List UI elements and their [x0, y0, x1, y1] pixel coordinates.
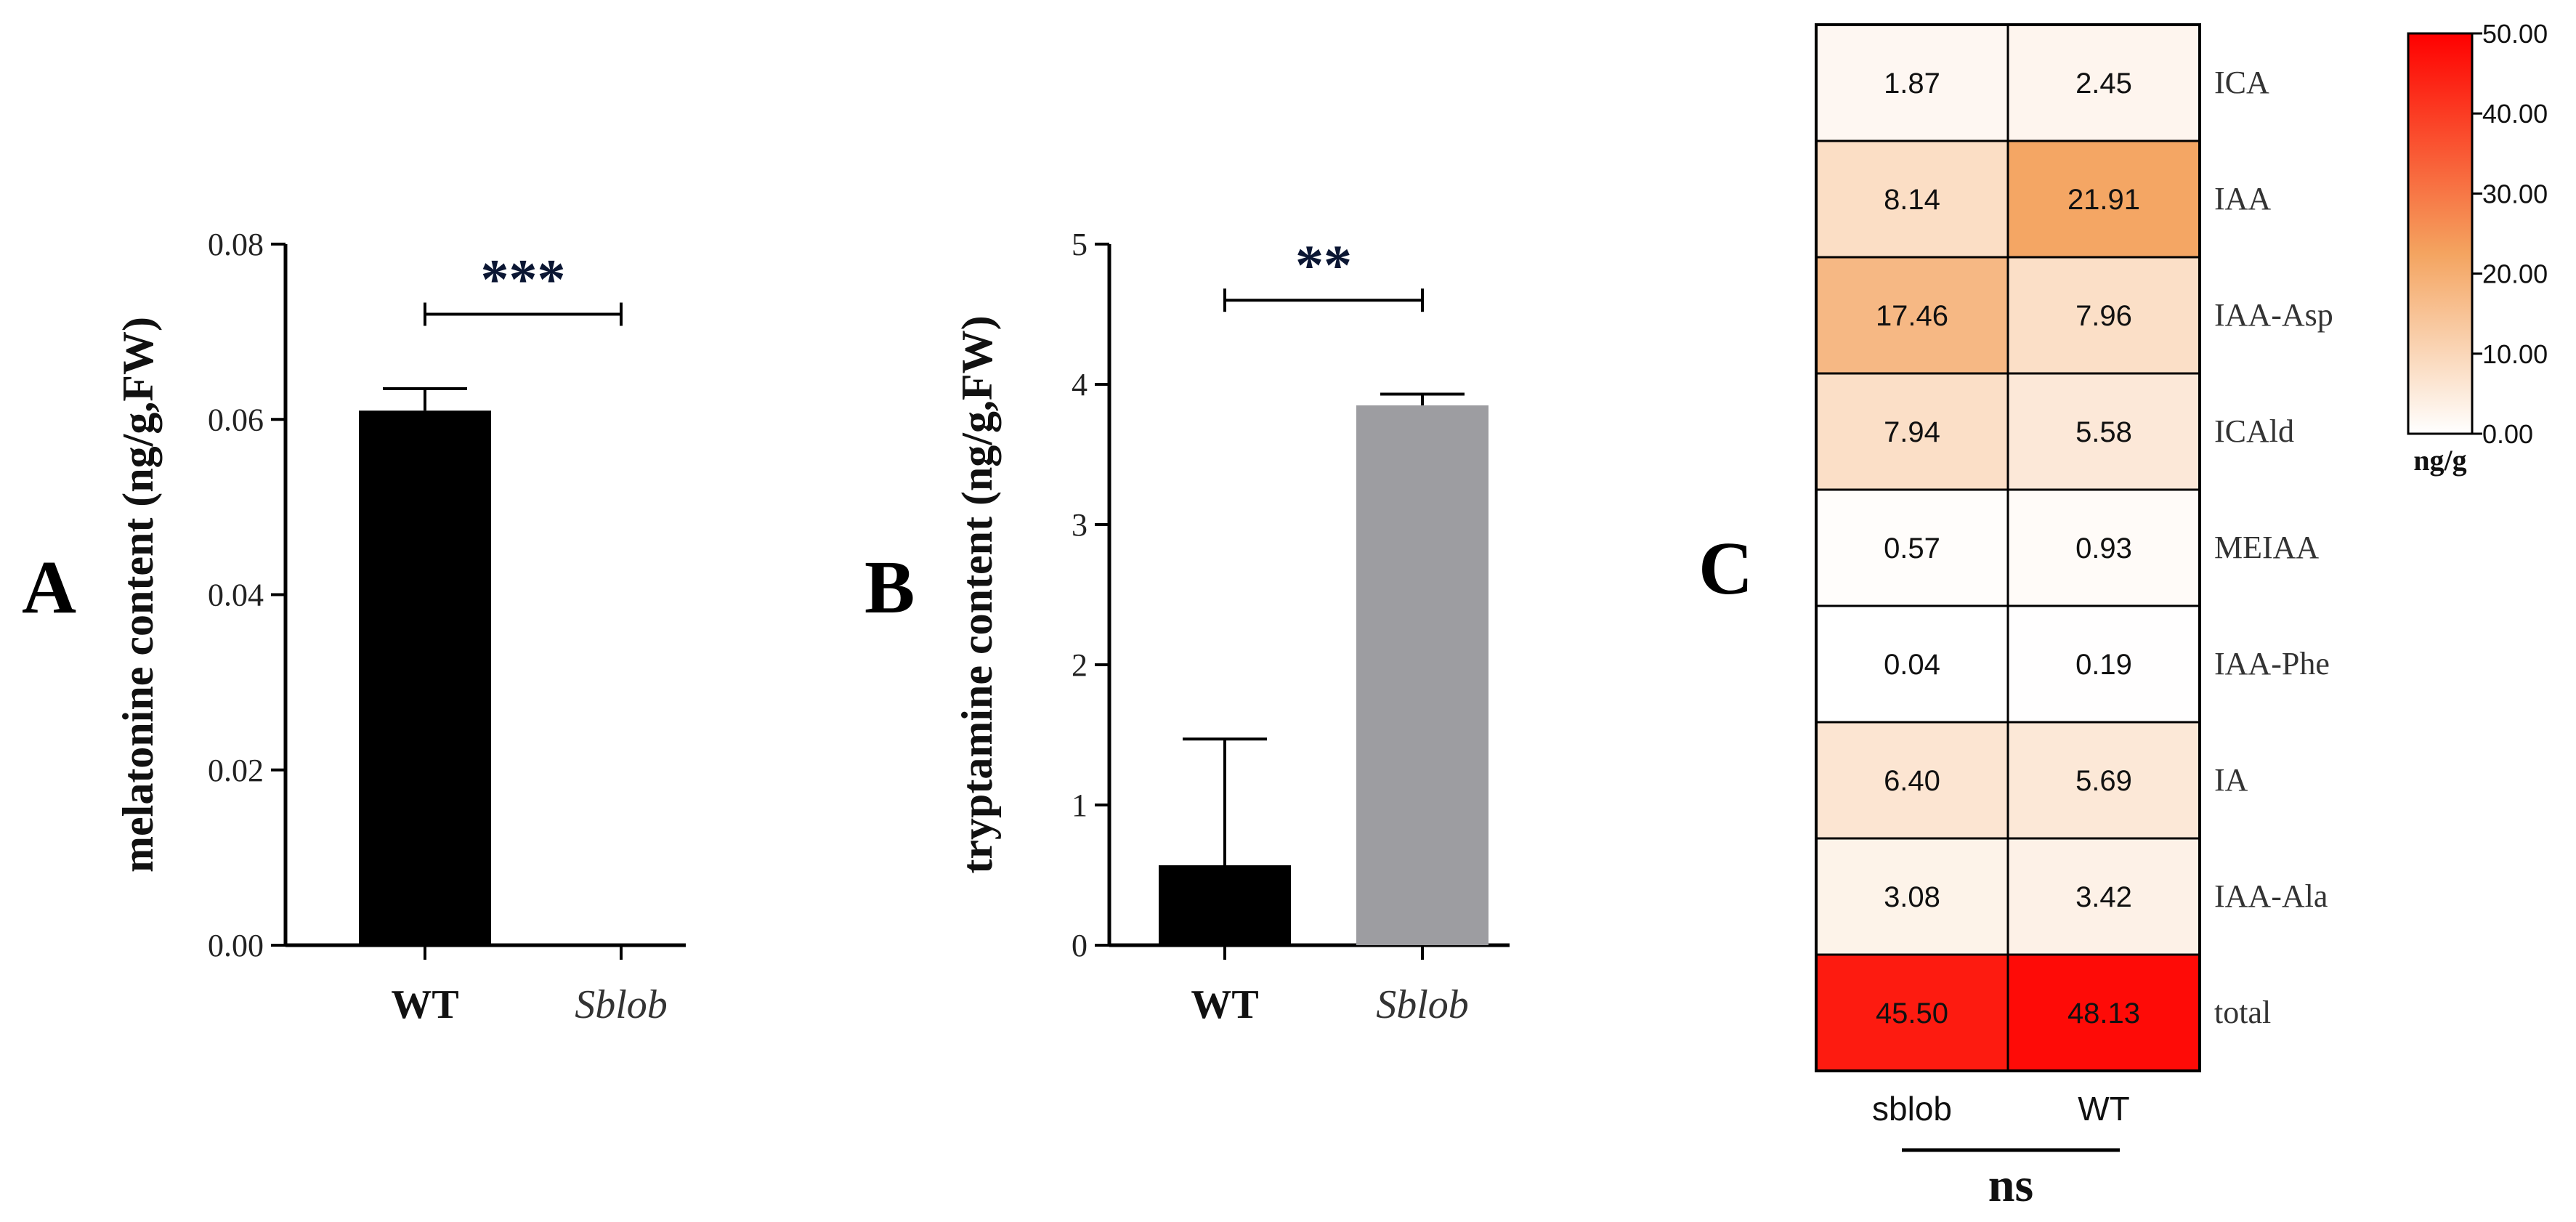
heatmap-cell-value: 3.42 [2075, 881, 2132, 913]
panel-c-heatmap: 1.87 2.45 ICA 8.14 21.91 IAA 17.46 7.96 IAA-Asp 7… [1815, 19, 2548, 1212]
panel-label-c: C [1698, 527, 1753, 610]
heatmap-cell-value: 5.58 [2075, 416, 2132, 448]
y-axis-label: melatonine content (ng/g,FW) [114, 317, 162, 873]
heatmap-cell-value: 8.14 [1884, 184, 1940, 216]
heatmap-row-label: IA [2214, 762, 2248, 798]
heatmap-cell [1815, 604, 2009, 724]
bar [1159, 865, 1291, 945]
heatmap-cell-value: 0.57 [1884, 533, 1940, 565]
heatmap-row-label: IAA-Ala [2214, 878, 2328, 914]
heatmap-cell-value: 1.87 [1884, 68, 1940, 100]
heatmap-cell [1815, 256, 2009, 375]
panel-label-b: B [864, 546, 915, 629]
heatmap-cell-value: 0.19 [2075, 649, 2132, 681]
y-tick-label: 0 [1072, 928, 1087, 963]
colorbar-tick-label: 0.00 [2482, 419, 2533, 449]
heatmap-cell-value: 0.04 [1884, 649, 1940, 681]
heatmap-row-label: total [2214, 995, 2271, 1030]
y-tick-label: 0.08 [208, 227, 264, 262]
y-tick-label: 0.00 [208, 928, 264, 963]
colorbar [2407, 32, 2474, 435]
colorbar-tick-label: 40.00 [2482, 99, 2548, 129]
x-tick-label: Sblob [575, 982, 668, 1027]
heatmap-row-label: IAA-Asp [2214, 297, 2333, 333]
heatmap-cell [1815, 23, 2009, 142]
heatmap-cell [2006, 953, 2201, 1072]
heatmap-cell-value: 45.50 [1876, 998, 1948, 1029]
heatmap-cell [1815, 488, 2009, 607]
heatmap-column-label: sblob [1872, 1090, 1952, 1128]
heatmap-border [1815, 23, 2201, 1072]
y-tick-label: 1 [1072, 788, 1087, 823]
heatmap-cell-value: 7.94 [1884, 416, 1940, 448]
heatmap-row-label: ICA [2214, 65, 2269, 100]
heatmap-cell [2006, 837, 2201, 956]
x-tick-label: WT [1191, 982, 1258, 1027]
panel-b-bar-chart: 0 1 2 3 4 5 tryptamine content (ng/g,FW) WT Sblo… [953, 227, 1510, 1027]
y-tick-label: 0.02 [208, 753, 264, 788]
y-tick-label: 4 [1072, 367, 1087, 402]
y-tick-label: 0.06 [208, 402, 264, 437]
heatmap-cell-value: 48.13 [2067, 998, 2140, 1029]
y-tick-label: 0.04 [208, 578, 264, 613]
colorbar-tick-label: 30.00 [2482, 179, 2548, 209]
colorbar-tick-label: 10.00 [2482, 339, 2548, 369]
colorbar-tick-label: 50.00 [2482, 19, 2548, 49]
heatmap-row-label: IAA [2214, 181, 2271, 217]
heatmap-row-label: IAA-Phe [2214, 646, 2330, 681]
heatmap-cell-value: 17.46 [1876, 300, 1948, 332]
heatmap-cell [1815, 721, 2009, 840]
heatmap-cell-value: 0.93 [2075, 533, 2132, 565]
heatmap-cell [2006, 721, 2201, 840]
x-tick-label: WT [391, 982, 458, 1027]
heatmap-cell-value: 5.69 [2075, 765, 2132, 797]
heatmap-cell [2006, 604, 2201, 724]
y-axis-label: tryptamine content (ng/g,FW) [953, 315, 1001, 873]
heatmap-row-label: ICAld [2214, 413, 2294, 449]
heatmap-cell [2006, 488, 2201, 607]
bar [1356, 405, 1489, 945]
heatmap-cell [1815, 139, 2009, 259]
y-tick-label: 5 [1072, 227, 1087, 262]
y-tick-label: 2 [1072, 647, 1087, 683]
heatmap-cell-value: 3.08 [1884, 881, 1940, 913]
heatmap-column-label: WT [2078, 1090, 2130, 1128]
heatmap-row-label: MEIAA [2214, 530, 2319, 565]
colorbar-tick-label: 20.00 [2482, 259, 2548, 289]
heatmap-cell-value: 6.40 [1884, 765, 1940, 797]
heatmap-cell-value: 7.96 [2075, 300, 2132, 332]
colorbar-unit-label: ng/g [2413, 444, 2466, 477]
bar [359, 410, 491, 945]
heatmap-cell-value: 2.45 [2075, 68, 2132, 100]
heatmap-cell-value: 21.91 [2067, 184, 2140, 216]
y-tick-label: 3 [1072, 507, 1087, 543]
panel-label-a: A [22, 546, 76, 629]
x-tick-label: Sblob [1376, 982, 1469, 1027]
panel-a-bar-chart: 0.00 0.02 0.04 0.06 0.08 melatonine content (… [114, 227, 686, 1027]
significance-label: *** [481, 248, 566, 311]
significance-label: ** [1295, 233, 1352, 296]
significance-label: ns [1988, 1159, 2033, 1212]
